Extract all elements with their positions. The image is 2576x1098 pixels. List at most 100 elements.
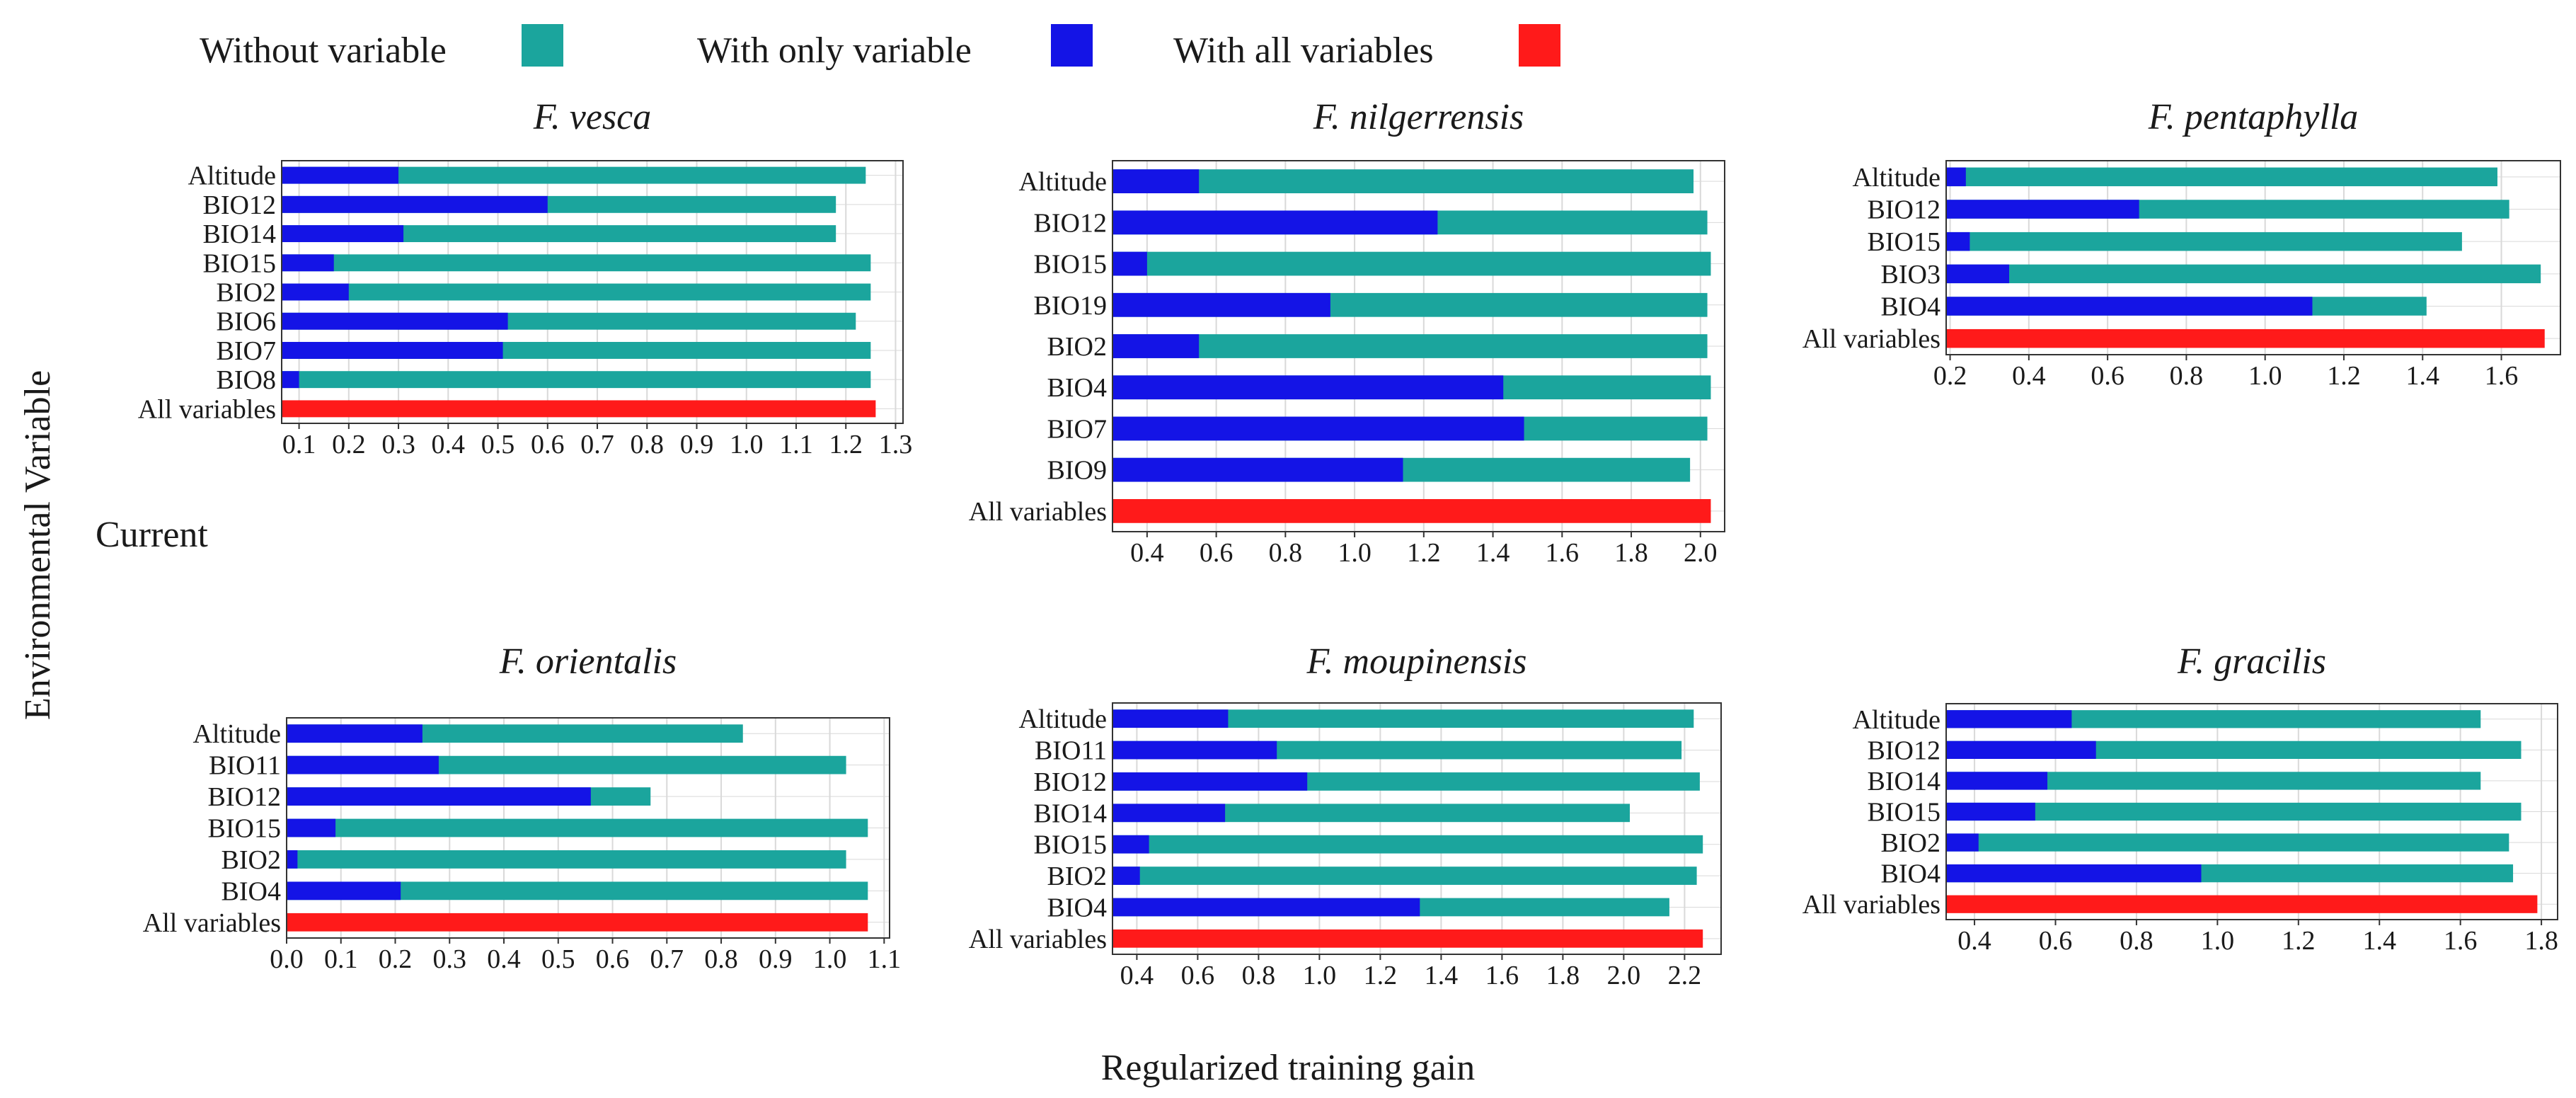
bar-all-variables xyxy=(1946,895,2538,913)
legend-without-label: Without variable xyxy=(200,30,447,71)
bar-without-bio2 xyxy=(1112,867,1697,885)
plot-border xyxy=(1112,160,1725,532)
bar-only-bio12 xyxy=(1946,740,2096,759)
panel-f-moupinensis: F. moupinensis 0.4 0.6 0.8 1.0 1.2 1.4 1.6 1.8 2.… xyxy=(969,641,1722,990)
plot-border xyxy=(1945,703,2558,920)
bar-all-variables xyxy=(1112,929,1703,948)
bar-only-bio7 xyxy=(282,341,503,359)
bar-only-altitude xyxy=(1112,169,1200,193)
x-tick-label: 0.4 xyxy=(487,944,521,974)
bar-without-altitude xyxy=(1112,169,1694,193)
category-label: BIO14 xyxy=(1034,799,1107,828)
bar-only-bio4 xyxy=(287,881,401,900)
bar-only-bio15 xyxy=(1946,231,1970,251)
x-tick-label: 0.7 xyxy=(650,944,684,974)
bar-without-bio15 xyxy=(1112,835,1703,854)
category-label: BIO15 xyxy=(1034,830,1107,860)
bar-only-bio15 xyxy=(1946,802,2035,821)
category-label: BIO11 xyxy=(1035,736,1107,766)
panel-f-orientalis: F. orientalis 0.0 0.1 0.2 0.3 0.4 0.5 0.6 0.7 0.8… xyxy=(143,641,901,974)
legend: Without variable With only variable With… xyxy=(200,24,1560,71)
x-tick-label: 0.2 xyxy=(332,430,366,459)
bar-without-bio8 xyxy=(282,371,871,389)
bar-only-bio14 xyxy=(1112,804,1226,823)
x-tick-label: 0.0 xyxy=(270,944,304,974)
panel-title: F. orientalis xyxy=(499,641,677,682)
panel-title: F. moupinensis xyxy=(1306,641,1526,682)
bar-only-bio2 xyxy=(1112,334,1200,358)
x-tick-label: 1.1 xyxy=(868,944,902,974)
legend-without-swatch xyxy=(522,24,563,67)
panel-f-gracilis: F. gracilis 0.4 0.6 0.8 1.0 1.2 1.4 1.6 1.8 Altit… xyxy=(1802,641,2558,956)
bar-only-altitude xyxy=(1112,709,1229,728)
x-tick-label: 2.0 xyxy=(1684,538,1718,568)
category-label: All variables xyxy=(138,394,276,424)
x-tick-label: 0.8 xyxy=(2120,926,2154,956)
category-label: All variables xyxy=(1802,890,1940,920)
bar-without-bio15 xyxy=(287,818,868,837)
x-tick-label: 0.1 xyxy=(282,430,316,459)
bar-only-bio15 xyxy=(1112,835,1149,854)
x-tick-label: 0.4 xyxy=(2012,361,2046,391)
bar-without-altitude xyxy=(1946,167,2497,187)
x-tick-label: 0.5 xyxy=(541,944,575,974)
bar-only-bio15 xyxy=(1112,251,1147,276)
bar-only-bio3 xyxy=(1946,264,2010,284)
bar-without-bio15 xyxy=(1946,231,2462,251)
category-label: BIO12 xyxy=(1034,208,1107,238)
category-label: Altitude xyxy=(1852,163,1940,193)
bar-without-bio2 xyxy=(282,283,871,301)
bar-only-bio15 xyxy=(287,818,336,837)
bar-only-bio2 xyxy=(282,283,349,301)
bar-without-bio2 xyxy=(1112,334,1708,358)
category-label: BIO2 xyxy=(1047,862,1107,891)
bar-only-bio12 xyxy=(1112,772,1308,791)
x-axis-label: Regularized training gain xyxy=(1101,1048,1475,1088)
bar-only-bio15 xyxy=(282,254,334,272)
x-tick-label: 1.2 xyxy=(1407,538,1441,568)
x-tick-label: 1.6 xyxy=(1485,961,1519,990)
x-tick-label: 0.9 xyxy=(680,430,714,459)
plot-border xyxy=(286,717,890,939)
category-label: BIO8 xyxy=(217,365,276,395)
panel-title: F. pentaphylla xyxy=(2148,97,2359,137)
x-tick-label: 1.8 xyxy=(2524,926,2558,956)
x-tick-label: 0.3 xyxy=(381,430,415,459)
bar-only-altitude xyxy=(287,724,422,743)
category-label: BIO4 xyxy=(1881,292,1940,322)
category-label: BIO12 xyxy=(1868,736,1940,765)
scenario-label: Current xyxy=(96,515,208,555)
x-tick-label: 1.6 xyxy=(2485,361,2519,391)
bar-only-bio8 xyxy=(282,371,299,389)
category-label: Altitude xyxy=(1018,167,1107,197)
category-label: BIO15 xyxy=(203,248,276,278)
bar-all-variables xyxy=(287,913,868,932)
x-tick-label: 1.0 xyxy=(813,944,847,974)
category-label: BIO15 xyxy=(1034,250,1107,280)
plot-area xyxy=(1945,160,2561,355)
x-tick-label: 0.4 xyxy=(1130,538,1164,568)
panel-title: F. gracilis xyxy=(2177,641,2326,682)
x-tick-label: 0.9 xyxy=(759,944,793,974)
bar-only-altitude xyxy=(1946,167,1966,187)
bar-only-altitude xyxy=(282,166,399,184)
x-tick-label: 1.6 xyxy=(2444,926,2478,956)
x-tick-label: 0.6 xyxy=(1200,538,1234,568)
category-label: BIO7 xyxy=(217,336,276,366)
legend-all-label: With all variables xyxy=(1173,30,1434,71)
panel-f-pentaphylla: F. pentaphylla 0.2 0.4 0.6 0.8 1.0 1.2 1.4 1.6 Al… xyxy=(1802,97,2561,391)
bar-only-bio12 xyxy=(1946,200,2139,219)
plot-border xyxy=(1945,160,2561,355)
category-label: All variables xyxy=(969,925,1107,954)
legend-only-label: With only variable xyxy=(697,30,972,71)
x-tick-label: 1.8 xyxy=(1546,961,1580,990)
x-tick-label: 0.1 xyxy=(324,944,358,974)
bar-only-bio12 xyxy=(282,195,548,213)
x-tick-label: 1.0 xyxy=(2201,926,2235,956)
x-tick-label: 0.8 xyxy=(704,944,738,974)
bar-only-bio9 xyxy=(1112,457,1403,482)
bar-only-bio2 xyxy=(287,850,298,869)
category-label: BIO12 xyxy=(208,782,281,812)
x-tick-label: 1.4 xyxy=(2406,361,2440,391)
